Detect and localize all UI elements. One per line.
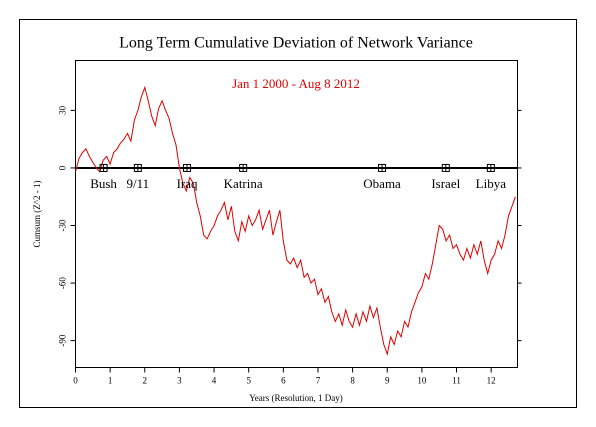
data-line xyxy=(75,85,516,356)
frame xyxy=(19,19,577,408)
x-tick-label: 2 xyxy=(143,376,148,386)
x-tick-label: 4 xyxy=(212,376,217,386)
event-label: Katrina xyxy=(224,176,263,191)
x-tick-label: 3 xyxy=(177,376,182,386)
x-tick-label: 9 xyxy=(385,376,390,386)
y-axis-label: Cumsum (Z^2 - 1) xyxy=(32,181,42,248)
event-label: Israel xyxy=(431,176,460,191)
y-tick-label: -90 xyxy=(58,334,68,346)
x-tick-label: 6 xyxy=(281,376,286,386)
plot-area xyxy=(75,60,518,368)
x-axis-label: Years (Resolution, 1 Day) xyxy=(249,393,343,403)
y-tick-label: 0 xyxy=(58,165,68,170)
x-tick-label: 5 xyxy=(246,376,251,386)
event-label: 9/11 xyxy=(127,176,150,191)
y-tick-label: -30 xyxy=(58,219,68,231)
event-label: Libya xyxy=(476,176,507,191)
y-tick-label: 30 xyxy=(58,105,68,115)
x-tick-label: 7 xyxy=(316,376,321,386)
x-tick-label: 10 xyxy=(417,376,427,386)
x-tick-label: 1 xyxy=(108,376,113,386)
event-label: Iraq xyxy=(177,176,198,191)
y-tick-label: -60 xyxy=(58,277,68,289)
x-tick-label: 11 xyxy=(452,376,461,386)
chart-title: Long Term Cumulative Deviation of Networ… xyxy=(119,35,473,52)
x-tick-label: 8 xyxy=(350,376,355,386)
x-tick-label: 12 xyxy=(487,376,496,386)
event-label: Bush xyxy=(90,176,117,191)
x-tick-label: 0 xyxy=(73,376,78,386)
subtitle: Jan 1 2000 - Aug 8 2012 xyxy=(232,76,360,91)
event-label: Obama xyxy=(363,176,401,191)
